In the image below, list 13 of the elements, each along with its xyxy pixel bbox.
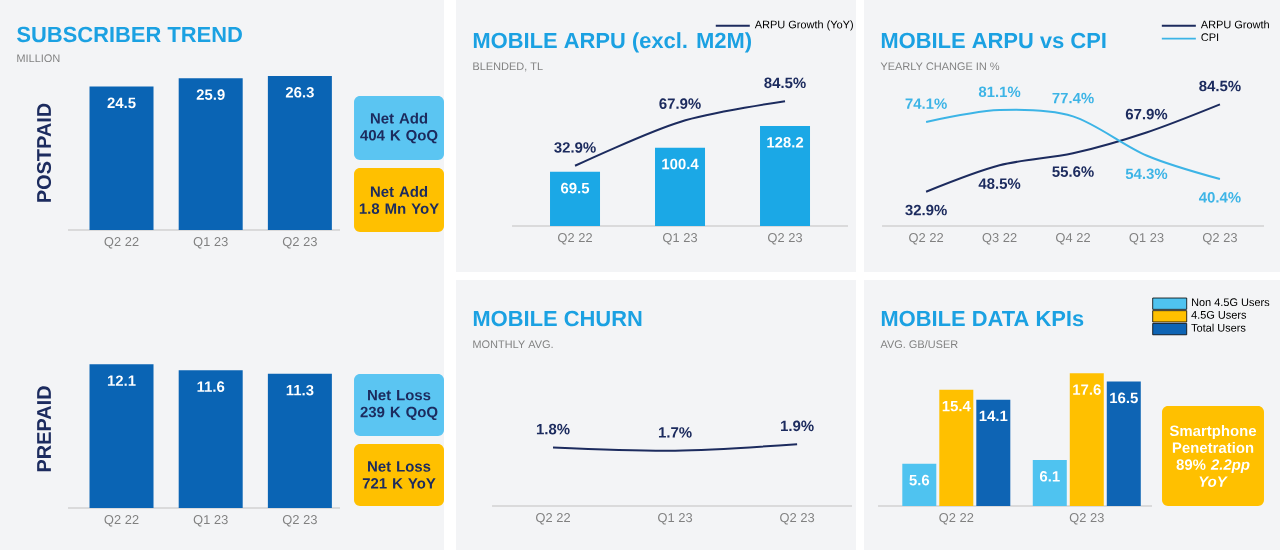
bar: [902, 463, 937, 506]
bar: [1106, 381, 1141, 506]
chart-title: MOBILE CHURN: [473, 310, 642, 327]
chart-title: MOBILE ARPU (excl. M2M): [473, 32, 751, 53]
bar: [939, 389, 974, 506]
chart-title: SUBSCRIBER TREND: [17, 26, 242, 43]
y-axis-title: POSTPAID: [36, 103, 52, 202]
bar: [1069, 373, 1104, 506]
bar: [1032, 459, 1067, 506]
bar: [976, 399, 1011, 506]
chart-title: MOBILE DATA KPIs: [881, 310, 1084, 327]
y-axis-title: PREPAID: [37, 386, 51, 472]
chart-title: MOBILE ARPU vs CPI: [881, 32, 1106, 49]
